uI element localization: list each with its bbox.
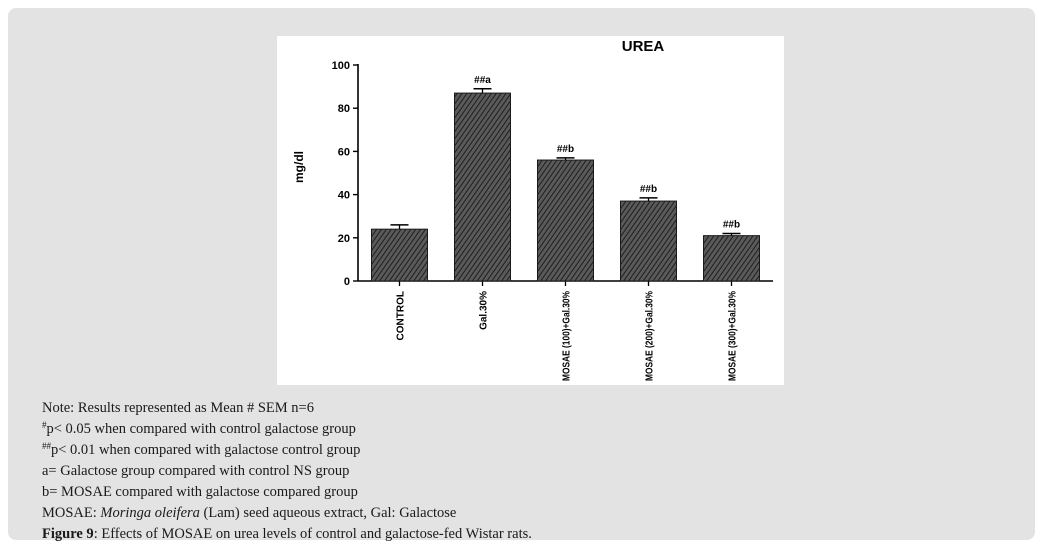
y-tick-label: 20 xyxy=(338,233,350,245)
data-label: ##b xyxy=(640,184,657,195)
y-tick-label: 0 xyxy=(344,276,350,288)
bar xyxy=(620,200,677,282)
y-tick-label: 60 xyxy=(338,146,350,158)
data-label: ##a xyxy=(474,75,491,86)
figure-caption: Figure 9: Effects of MOSAE on urea level… xyxy=(42,526,532,542)
y-tick-label: 100 xyxy=(332,60,350,72)
bar xyxy=(454,92,511,282)
x-tick-label: MOSAE (100)+Gal.30% xyxy=(562,291,573,381)
x-tick-label: MOSAE (300)+Gal.30% xyxy=(728,291,739,381)
note-line: a= Galactose group compared with control… xyxy=(42,463,350,479)
note-line: b= MOSAE compared with galactose compare… xyxy=(42,484,358,500)
note-line: ##p< 0.01 when compared with galactose c… xyxy=(42,441,361,459)
note-line: MOSAE: Moringa oleifera (Lam) seed aqueo… xyxy=(42,505,457,521)
note-line: #p< 0.05 when compared with control gala… xyxy=(42,420,356,438)
bar xyxy=(537,159,594,282)
figure-panel: UREA mg/dl 0 20 40 60 80 100 CONTROL Gal.30% ##… xyxy=(8,8,1035,542)
y-tick-label: 80 xyxy=(338,103,350,115)
bar xyxy=(371,228,428,282)
data-label: ##b xyxy=(723,219,740,230)
chart-title: UREA xyxy=(622,38,665,55)
x-tick-label: Gal.30% xyxy=(479,291,490,330)
x-tick-label: CONTROL xyxy=(396,291,407,340)
note-line: Note: Results represented as Mean # SEM … xyxy=(42,400,314,416)
x-tick-label: MOSAE (200)+Gal.30% xyxy=(645,291,656,381)
figure-notes: Note: Results represented as Mean # SEM … xyxy=(42,398,532,545)
y-axis-label: mg/dl xyxy=(292,151,306,183)
chart-container: UREA mg/dl 0 20 40 60 80 100 CONTROL Gal.30% ##… xyxy=(277,36,784,385)
y-tick-label: 40 xyxy=(338,190,350,202)
bar xyxy=(703,235,760,282)
data-label: ##b xyxy=(557,144,574,155)
urea-bar-chart: UREA mg/dl 0 20 40 60 80 100 CONTROL Gal.30% ##… xyxy=(292,38,773,381)
